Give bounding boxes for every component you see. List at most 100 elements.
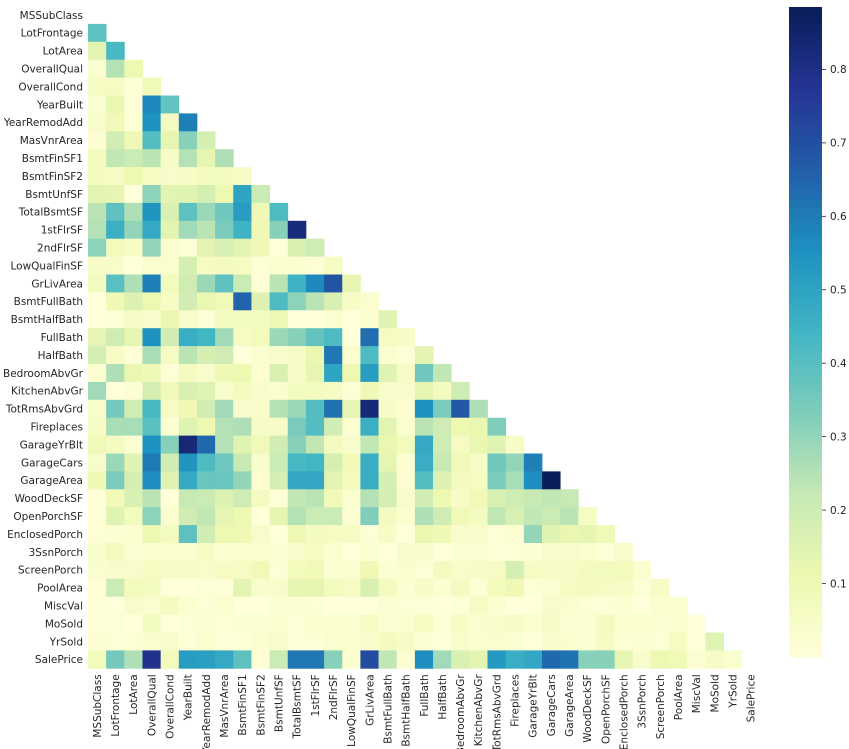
heatmap-cell bbox=[342, 435, 361, 454]
heatmap-cell bbox=[124, 95, 143, 114]
heatmap-cell bbox=[124, 113, 143, 132]
heatmap-cell bbox=[433, 381, 452, 401]
y-tick-label: MasVnrArea bbox=[20, 135, 83, 147]
heatmap-cell bbox=[233, 256, 252, 275]
heatmap-cell bbox=[324, 346, 343, 365]
heatmap-cell bbox=[433, 399, 452, 419]
heatmap-cell bbox=[614, 543, 634, 562]
x-tick-label: MasVnrArea bbox=[219, 674, 231, 737]
heatmap-cell bbox=[160, 453, 180, 472]
heatmap-cell bbox=[487, 471, 507, 490]
heatmap-cell bbox=[215, 543, 234, 562]
heatmap-cell bbox=[269, 435, 289, 454]
heatmap-cell bbox=[88, 596, 107, 615]
heatmap-cell bbox=[433, 543, 452, 562]
colorbar-segment bbox=[789, 142, 822, 149]
x-tick-label: LotFrontage bbox=[110, 674, 122, 736]
heatmap-cell bbox=[178, 310, 198, 329]
heatmap-cell bbox=[451, 381, 470, 401]
heatmap-cell bbox=[451, 399, 470, 419]
heatmap-cell bbox=[650, 578, 670, 598]
x-tick-label: GarageYrBlt bbox=[528, 674, 540, 737]
heatmap-cell bbox=[287, 489, 307, 508]
heatmap-cell bbox=[215, 435, 234, 454]
heatmap-cell bbox=[505, 435, 525, 454]
heatmap-cell bbox=[178, 202, 198, 222]
heatmap-cell bbox=[178, 238, 198, 257]
heatmap-cell bbox=[88, 346, 107, 365]
heatmap-cell bbox=[487, 417, 507, 436]
colorbar-segment bbox=[789, 570, 822, 577]
colorbar-segment bbox=[789, 267, 822, 274]
colorbar-segment bbox=[789, 61, 822, 68]
heatmap-cell bbox=[88, 23, 107, 43]
colorbar-segment bbox=[789, 34, 822, 41]
heatmap-cell bbox=[305, 543, 325, 562]
heatmap-cell bbox=[88, 113, 107, 132]
heatmap-cell bbox=[215, 489, 234, 508]
x-tick-label: HalfBath bbox=[437, 674, 449, 719]
colorbar-segment bbox=[789, 516, 822, 523]
heatmap-cell bbox=[251, 328, 270, 347]
heatmap-cell bbox=[233, 417, 252, 436]
heatmap-cell bbox=[378, 435, 398, 454]
heatmap-cell bbox=[106, 202, 125, 222]
heatmap-cell bbox=[523, 650, 543, 669]
heatmap-cell bbox=[88, 632, 107, 651]
colorbar-segment bbox=[789, 353, 822, 360]
heatmap-cell bbox=[233, 310, 252, 329]
heatmap-cell bbox=[215, 614, 234, 633]
heatmap-cell bbox=[378, 346, 398, 365]
heatmap-cell bbox=[124, 507, 143, 526]
heatmap-cell bbox=[414, 435, 434, 454]
heatmap-cell bbox=[88, 453, 107, 472]
heatmap-cell bbox=[196, 596, 216, 615]
x-tick-label: 2ndFlrSF bbox=[328, 674, 340, 720]
heatmap-cell bbox=[378, 596, 398, 615]
heatmap-cell bbox=[542, 560, 561, 580]
heatmap-cell bbox=[505, 507, 525, 526]
heatmap-cell bbox=[324, 650, 343, 669]
heatmap-cell bbox=[505, 560, 525, 580]
heatmap-cell bbox=[178, 364, 198, 383]
heatmap-cell bbox=[596, 650, 616, 669]
heatmap-cells bbox=[88, 23, 743, 669]
heatmap-cell bbox=[269, 346, 289, 365]
heatmap-cell bbox=[215, 632, 234, 651]
colorbar-segment bbox=[789, 402, 822, 409]
heatmap-cell bbox=[106, 543, 125, 562]
heatmap-cell bbox=[687, 650, 706, 669]
heatmap-cell bbox=[614, 560, 634, 580]
heatmap-cell bbox=[287, 650, 307, 669]
heatmap-cell bbox=[251, 650, 270, 669]
heatmap-cell bbox=[196, 381, 216, 401]
heatmap-cell bbox=[560, 596, 579, 615]
heatmap-cell bbox=[360, 453, 379, 472]
colorbar-segment bbox=[789, 559, 822, 566]
heatmap-cell bbox=[578, 614, 597, 633]
heatmap-cell bbox=[378, 328, 398, 347]
colorbar-segment bbox=[789, 386, 822, 393]
heatmap-cell bbox=[142, 614, 162, 633]
y-tick-label: YearRemodAdd bbox=[3, 117, 83, 129]
heatmap-cell bbox=[269, 650, 289, 669]
heatmap-cell bbox=[487, 632, 507, 651]
heatmap-cell bbox=[160, 399, 180, 419]
heatmap-cell bbox=[160, 274, 180, 293]
heatmap-cell bbox=[324, 256, 343, 275]
heatmap-cell bbox=[305, 435, 325, 454]
heatmap-cell bbox=[160, 614, 180, 633]
heatmap-cell bbox=[106, 471, 125, 490]
heatmap-cell bbox=[196, 167, 216, 186]
heatmap-cell bbox=[305, 292, 325, 311]
heatmap-cell bbox=[324, 453, 343, 472]
heatmap-cell bbox=[106, 41, 125, 61]
heatmap-cell bbox=[705, 632, 724, 651]
heatmap-cell bbox=[378, 417, 398, 436]
colorbar-segment bbox=[789, 407, 822, 414]
heatmap-cell bbox=[269, 578, 289, 598]
heatmap-cell bbox=[196, 185, 216, 204]
heatmap-cell bbox=[106, 274, 125, 293]
heatmap-cell bbox=[396, 346, 416, 365]
heatmap-cell bbox=[160, 149, 180, 168]
